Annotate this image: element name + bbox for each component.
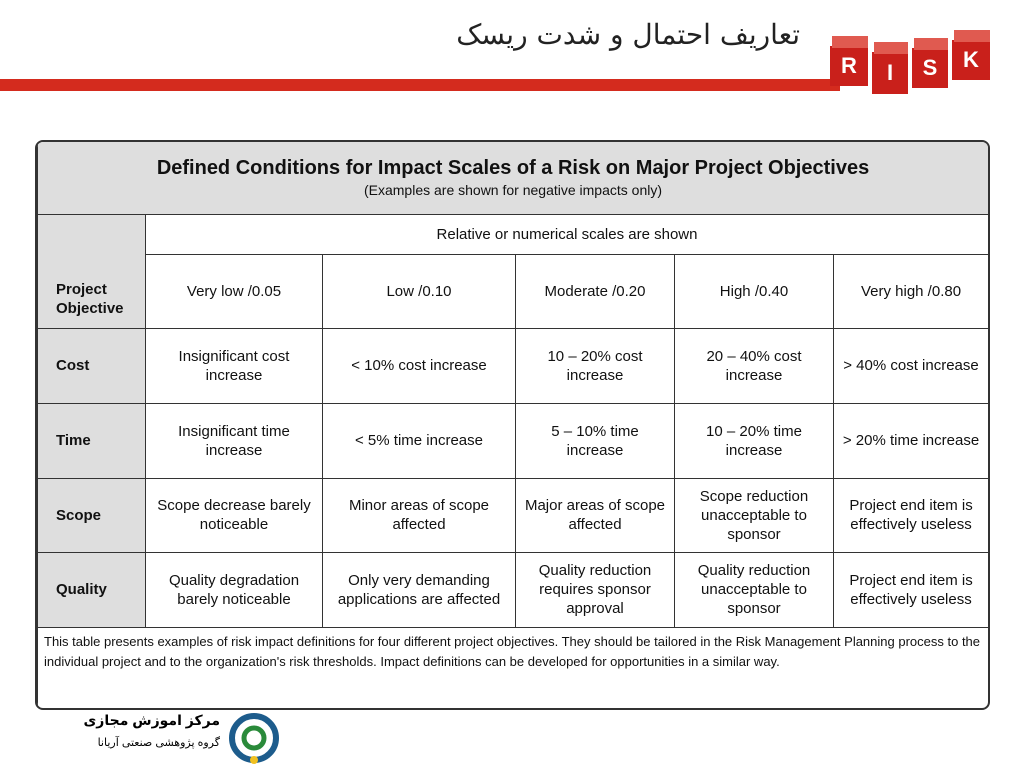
column-header: Low /0.10 xyxy=(322,253,516,329)
impact-cell: Quality reduction unacceptable to sponso… xyxy=(674,551,834,628)
header-cell: Defined Conditions for Impact Scales of … xyxy=(37,142,988,215)
logo-letter: S xyxy=(923,55,938,80)
logo-letter: I xyxy=(887,60,893,85)
org-name: مرکز اموزش مجازی xyxy=(83,712,220,728)
impact-cell: Major areas of scope affected xyxy=(515,477,675,553)
impact-cell: Scope decrease barely noticeable xyxy=(145,477,323,553)
risk-logo: R I S K xyxy=(830,30,990,94)
table-row: Time Insignificant time increase < 5% time… xyxy=(37,402,988,479)
cube: R xyxy=(830,36,868,86)
objective-label: Cost xyxy=(37,327,146,404)
impact-cell: 10 – 20% time increase xyxy=(674,402,834,479)
header-row: Defined Conditions for Impact Scales of … xyxy=(37,142,988,215)
impact-cell: 20 – 40% cost increase xyxy=(674,327,834,404)
column-header-row: Very low /0.05 Low /0.10 Moderate /0.20 Hig… xyxy=(38,253,988,329)
objective-label: Time xyxy=(37,402,146,479)
column-header: High /0.40 xyxy=(674,253,834,329)
impact-cell: 5 – 10% time increase xyxy=(515,402,675,479)
impact-cell: > 40% cost increase xyxy=(832,327,988,404)
impact-cell: > 20% time increase xyxy=(832,402,988,479)
objective-label: Quality xyxy=(37,551,146,628)
table-row: Quality Quality degradation barely notice… xyxy=(37,551,988,628)
organization: مرکز اموزش مجازی گروه پژوهشی صنعتی آریان… xyxy=(50,712,280,764)
impact-cell: < 10% cost increase xyxy=(322,327,516,404)
footnote-row: This table presents examples of risk imp… xyxy=(37,626,988,708)
cube: K xyxy=(952,30,990,80)
objective-label: Scope xyxy=(37,477,146,553)
table-subtitle: (Examples are shown for negative impacts… xyxy=(363,182,663,199)
scale-row: Project Objective Relative or numerical s… xyxy=(37,213,988,329)
cube: I xyxy=(872,42,908,94)
footnote: This table presents examples of risk imp… xyxy=(37,626,988,708)
column-header: Very low /0.05 xyxy=(145,253,323,329)
impact-cell: Quality degradation barely noticeable xyxy=(145,551,323,628)
impact-cell: Insignificant time increase xyxy=(145,402,323,479)
impact-cell: Only very demanding applications are aff… xyxy=(322,551,516,628)
impact-cell: Project end item is effectively useless xyxy=(832,477,988,553)
table-frame: Defined Conditions for Impact Scales of … xyxy=(35,140,990,710)
impact-cell: Minor areas of scope affected xyxy=(322,477,516,553)
column-header: Moderate /0.20 xyxy=(515,253,675,329)
impact-cell: Insignificant cost increase xyxy=(145,327,323,404)
table-row: Scope Scope decrease barely noticeable Min… xyxy=(37,477,988,553)
row-header: Project Objective xyxy=(37,213,146,329)
impact-cell: Quality reduction requires sponsor appro… xyxy=(515,551,675,628)
logo-letter: K xyxy=(963,47,979,72)
impact-cell: Project end item is effectively useless xyxy=(832,551,988,628)
scale-note: Relative or numerical scales are shown xyxy=(144,213,988,255)
impact-cell: Scope reduction unacceptable to sponsor xyxy=(674,477,834,553)
cube: S xyxy=(912,38,948,88)
org-logo xyxy=(229,713,279,764)
impact-cell: < 5% time increase xyxy=(322,402,516,479)
logo-letter: R xyxy=(841,53,857,78)
slide-title: تعاریف احتمال و شدت ریسک xyxy=(456,18,800,51)
red-bar xyxy=(0,79,840,91)
impact-table: Defined Conditions for Impact Scales of … xyxy=(37,142,988,708)
org-subtitle: گروه پژوهشی صنعتی آریانا xyxy=(97,737,220,749)
column-header: Very high /0.80 xyxy=(832,253,988,329)
table-title: Defined Conditions for Impact Scales of … xyxy=(156,157,870,180)
impact-cell: 10 – 20% cost increase xyxy=(515,327,675,404)
table-row: Cost Insignificant cost increase < 10% cos… xyxy=(37,327,988,404)
